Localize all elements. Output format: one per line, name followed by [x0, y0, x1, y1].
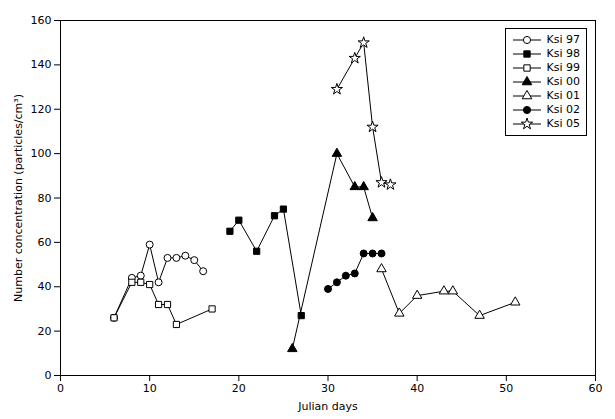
html-text:Ksi 05: Ksi 05	[546, 117, 580, 130]
svg-text:140: 140	[31, 58, 52, 71]
svg-text:80: 80	[38, 192, 52, 205]
svg-text:160: 160	[31, 14, 52, 27]
svg-text:20: 20	[232, 382, 246, 395]
svg-text:30: 30	[321, 382, 335, 395]
html-text:Ksi 02: Ksi 02	[546, 103, 580, 116]
svg-text:10: 10	[143, 382, 157, 395]
html-text:Ksi 00: Ksi 00	[546, 75, 580, 88]
html-text:Ksi 01: Ksi 01	[546, 89, 580, 102]
svg-text:100: 100	[31, 147, 52, 160]
svg-text:40: 40	[410, 382, 424, 395]
svg-text:Julian days: Julian days	[297, 400, 358, 413]
svg-text:60: 60	[589, 382, 603, 395]
svg-text:Number concentration (particle: Number concentration (particles/cm³)	[12, 94, 25, 302]
svg-text:40: 40	[38, 280, 52, 293]
html-text:Ksi 98: Ksi 98	[546, 47, 580, 60]
svg-text:60: 60	[38, 236, 52, 249]
html-text:Ksi 99: Ksi 99	[546, 61, 580, 74]
svg-text:0: 0	[57, 382, 64, 395]
svg-text:120: 120	[31, 103, 52, 116]
html-text:Ksi 97: Ksi 97	[546, 33, 580, 46]
svg-text:50: 50	[499, 382, 513, 395]
svg-text:20: 20	[38, 325, 52, 338]
svg-text:0: 0	[45, 369, 52, 382]
